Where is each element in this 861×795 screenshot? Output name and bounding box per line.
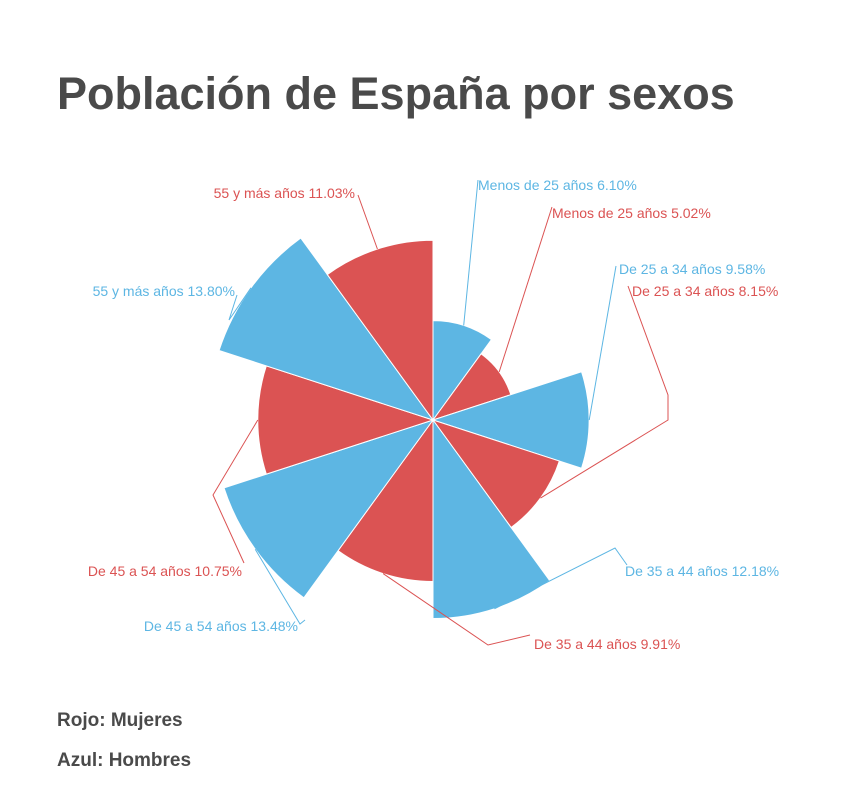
slice-mujeres-de-35-a-44-anos [337, 418, 434, 583]
legend-hombres: Azul: Hombres [57, 750, 192, 771]
legend-mujeres: Rojo: Mujeres [57, 710, 183, 731]
data-label-hombres-55-y-mas-anos: 55 y más años 13.80% [93, 283, 235, 299]
slice-mujeres-de-25-a-34-anos [431, 419, 560, 529]
leader-line-hombres-de-35-a-44-anos [494, 547, 628, 610]
data-label-hombres-de-45-a-54-anos: De 45 a 54 años 13.48% [144, 618, 298, 634]
leader-line-mujeres-55-y-mas-anos [357, 194, 378, 250]
leader-line-mujeres-de-35-a-44-anos [382, 573, 531, 646]
data-label-mujeres-55-y-mas-anos: 55 y más años 11.03% [214, 185, 355, 201]
leader-line-hombres-55-y-mas-anos [228, 287, 252, 321]
leader-line-mujeres-de-45-a-54-anos [212, 419, 259, 564]
leader-line-hombres-de-45-a-54-anos [254, 548, 306, 625]
slice-hombres-55-y-mas-anos [218, 237, 435, 421]
slice-hombres-de-25-a-34-anos [431, 371, 590, 469]
data-label-hombres-menos-de-25-anos: Menos de 25 años 6.10% [478, 177, 637, 193]
leader-line-mujeres-menos-de-25-anos [498, 206, 553, 373]
data-label-mujeres-menos-de-25-anos: Menos de 25 años 5.02% [552, 205, 711, 221]
leader-line-hombres-de-25-a-34-anos [588, 265, 617, 421]
data-labels: Menos de 25 años 6.10% Menos de 25 años 5… [88, 177, 779, 652]
polar-area-chart: Menos de 25 años 6.10% Menos de 25 años 5… [88, 177, 779, 652]
slices [218, 237, 590, 620]
slice-hombres-de-45-a-54-anos [223, 419, 435, 599]
data-label-mujeres-de-45-a-54-anos: De 45 a 54 años 10.75% [88, 563, 242, 579]
leader-line-hombres-menos-de-25-anos [463, 179, 479, 326]
leader-line-mujeres-de-25-a-34-anos [540, 285, 669, 499]
data-label-hombres-de-25-a-34-anos: De 25 a 34 años 9.58% [619, 261, 765, 277]
slice-mujeres-55-y-mas-anos [326, 239, 434, 422]
chart-title: Población de España por sexos [57, 68, 735, 119]
data-label-hombres-de-35-a-44-anos: De 35 a 44 años 12.18% [625, 563, 779, 579]
data-label-mujeres-de-35-a-44-anos: De 35 a 44 años 9.91% [534, 636, 680, 652]
data-label-mujeres-de-25-a-34-anos: De 25 a 34 años 8.15% [632, 283, 778, 299]
